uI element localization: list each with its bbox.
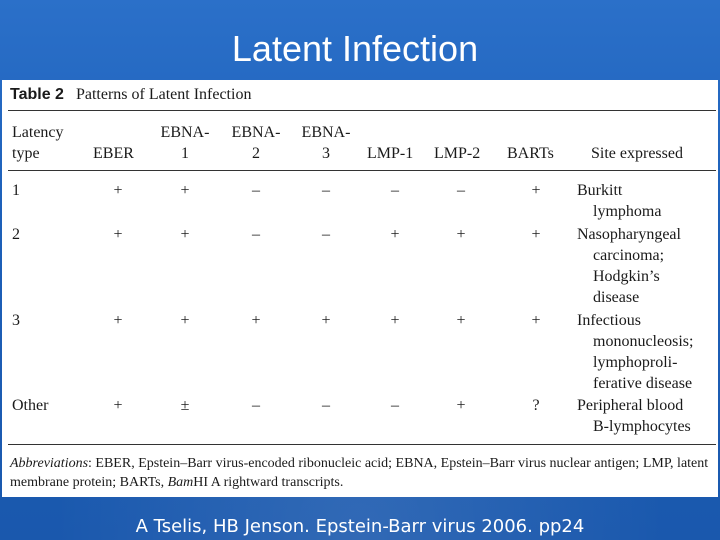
abbreviations-label: Abbreviations — [10, 456, 89, 471]
cell-site: Infectious mononucleosis; lymphoproli- f… — [577, 312, 694, 392]
header-eber: EBER — [93, 145, 134, 162]
cell-lmp1: – — [391, 397, 399, 414]
cell-ebna3: – — [322, 397, 330, 414]
abbreviations-text: : EBER, Epstein–Barr virus-encoded ribon… — [10, 456, 709, 490]
table-caption: Table 2 Patterns of Latent Infection — [10, 86, 251, 104]
cell-lmp1: – — [391, 182, 399, 199]
header-barts: BARTs — [507, 145, 554, 162]
cell-ebna1: + — [180, 312, 190, 329]
row-type: 3 — [12, 312, 20, 329]
cell-lmp2: + — [456, 397, 466, 414]
slide-title: Latent Infection — [231, 28, 479, 69]
cell-lmp2: + — [456, 226, 466, 243]
cell-eber: + — [113, 226, 123, 243]
row-type: Other — [12, 397, 49, 414]
cell-barts: + — [531, 226, 541, 243]
abbreviations-bam: Bam — [167, 475, 194, 490]
header-lmp2: LMP-2 — [434, 145, 481, 162]
header-site: Site expressed — [591, 145, 683, 162]
table-label: Table 2 — [10, 86, 64, 103]
header-rule — [8, 170, 716, 171]
table-title: Patterns of Latent Infection — [75, 86, 252, 103]
cell-lmp2: + — [456, 312, 466, 329]
cell-lmp1: + — [390, 226, 400, 243]
cell-lmp2: – — [457, 182, 465, 199]
cell-site: Peripheral blood B-lymphocytes — [577, 397, 691, 435]
cell-ebna1: + — [180, 226, 190, 243]
cell-ebna1: ± — [180, 397, 190, 414]
table-panel: Table 2 Patterns of Latent Infection Late… — [2, 80, 718, 497]
header-latency-type: Latency type — [12, 124, 64, 162]
header-ebna1: EBNA- 1 — [160, 124, 210, 162]
row-type: 2 — [12, 226, 20, 243]
bottom-rule — [8, 444, 716, 445]
cell-lmp1: + — [390, 312, 400, 329]
cell-ebna2: + — [251, 312, 261, 329]
cell-ebna3: + — [321, 312, 331, 329]
cell-eber: + — [113, 182, 123, 199]
cell-ebna3: – — [322, 226, 330, 243]
cell-ebna3: – — [322, 182, 330, 199]
cell-ebna2: – — [252, 226, 260, 243]
cell-eber: + — [113, 397, 123, 414]
header-lmp1: LMP-1 — [367, 145, 414, 162]
citation: A Tselis, HB Jenson. Epstein-Barr virus … — [135, 516, 585, 537]
header-ebna3: EBNA- 3 — [301, 124, 351, 162]
cell-site: Nasopharyngeal carcinoma; Hodgkin’s dise… — [577, 226, 681, 306]
header-ebna2: EBNA- 2 — [231, 124, 281, 162]
abbreviations-note: Abbreviations: EBER, Epstein–Barr virus-… — [10, 454, 714, 492]
cell-ebna2: – — [252, 182, 260, 199]
cell-barts: ? — [532, 397, 540, 414]
row-type: 1 — [12, 182, 20, 199]
cell-barts: + — [531, 312, 541, 329]
abbreviations-tail: HI A rightward transcripts. — [193, 475, 344, 490]
cell-ebna2: – — [252, 397, 260, 414]
cell-barts: + — [531, 182, 541, 199]
cell-eber: + — [113, 312, 123, 329]
cell-ebna1: + — [180, 182, 190, 199]
cell-site: Burkitt lymphoma — [577, 182, 662, 220]
top-rule — [8, 110, 716, 111]
